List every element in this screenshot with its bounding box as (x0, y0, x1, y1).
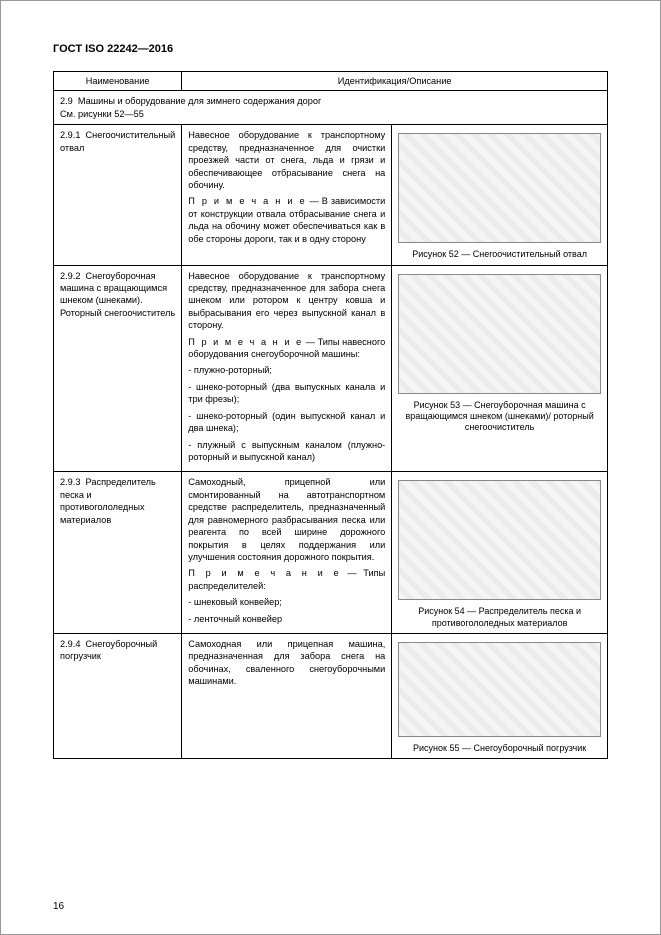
section-row: 2.9 Машины и оборудование для зимнего со… (54, 91, 608, 125)
list-item: - плужно-роторный; (188, 364, 385, 376)
table-row: 2.9.3 Распределитель песка и противоголо… (54, 472, 608, 634)
list-item: - ленточный конвейер (188, 613, 385, 625)
list-item: - шнековый конвейер; (188, 596, 385, 608)
section-title: Машины и оборудование для зимнего содерж… (78, 96, 321, 106)
figure-image (398, 642, 601, 737)
header-name: Наименование (54, 72, 182, 91)
page: ГОСТ ISO 22242—2016 Наименование Идентиф… (0, 0, 661, 935)
item-number: 2.9.2 (60, 271, 80, 281)
item-number: 2.9.4 (60, 639, 80, 649)
table-header-row: Наименование Идентификация/Описание (54, 72, 608, 91)
item-description: Навесное оборудование к транспортному ср… (188, 129, 385, 191)
figure-caption: Рисунок 55 — Снегоуборочный погрузчик (398, 743, 601, 754)
figure-image (398, 274, 601, 394)
section-ref: См. рисунки 52—55 (60, 109, 144, 119)
item-number: 2.9.3 (60, 477, 80, 487)
item-description: Навесное оборудование к транспортному ср… (188, 270, 385, 332)
equipment-table: Наименование Идентификация/Описание 2.9 … (53, 71, 608, 759)
table-row: 2.9.4 Снегоуборочный погрузчик Самоходна… (54, 634, 608, 759)
list-item: - шнеко-роторный (один выпускной канал и… (188, 410, 385, 435)
table-row: 2.9.2 Снегоуборочная машина с вращающимс… (54, 265, 608, 472)
item-description: Самоходная или прицепная машина, предназ… (188, 638, 385, 688)
figure-caption: Рисунок 53 — Снегоуборочная машина с вра… (398, 400, 601, 434)
item-number: 2.9.1 (60, 130, 80, 140)
list-item: - плужный с выпускным каналом (плужно-ро… (188, 439, 385, 464)
note-label: П р и м е ч а н и е (188, 568, 340, 578)
note-label: П р и м е ч а н и е (188, 196, 306, 206)
section-number: 2.9 (60, 96, 73, 106)
page-number: 16 (53, 901, 64, 912)
figure-image (398, 480, 601, 600)
figure-image (398, 133, 601, 243)
table-row: 2.9.1 Снегоочистительный отвал Навесное … (54, 125, 608, 265)
note-label: П р и м е ч а н и е (188, 337, 303, 347)
item-description: Самоходный, прицепной или смонтированный… (188, 476, 385, 563)
header-description: Идентификация/Описание (182, 72, 608, 91)
list-item: - шнеко-роторный (два выпускных канала и… (188, 381, 385, 406)
figure-caption: Рисунок 54 — Распределитель песка и прот… (398, 606, 601, 629)
document-standard-header: ГОСТ ISO 22242—2016 (53, 43, 608, 55)
figure-caption: Рисунок 52 — Снегоочистительный отвал (398, 249, 601, 260)
